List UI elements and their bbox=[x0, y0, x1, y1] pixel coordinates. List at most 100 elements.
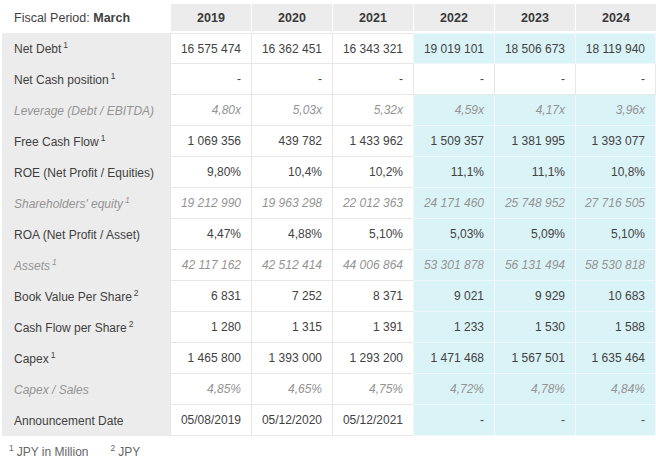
row-label: ROA (Net Profit / Asset) bbox=[2, 219, 170, 250]
fiscal-period-header: Fiscal Period: March bbox=[2, 4, 170, 33]
row-label: ROE (Net Profit / Equities) bbox=[2, 157, 170, 188]
value-cell-2023: 4,17x bbox=[494, 95, 575, 126]
value-cell-2023: 5,09% bbox=[494, 219, 575, 250]
value-cell-2019: 9,80% bbox=[170, 157, 251, 188]
value-cell-2023: 11,1% bbox=[494, 157, 575, 188]
row-label: Net Cash position1 bbox=[2, 64, 170, 95]
row-label: Cash Flow per Share2 bbox=[2, 312, 170, 343]
footnotes: 1JPY in Million 2JPY bbox=[9, 445, 656, 459]
year-header-2022: 2022 bbox=[413, 4, 494, 33]
value-cell-2019: 42 117 162 bbox=[170, 250, 251, 281]
value-cell-2024: 1 393 077 bbox=[575, 126, 656, 157]
row-label: Announcement Date bbox=[2, 405, 170, 436]
value-cell-2023: 18 506 673 bbox=[494, 33, 575, 64]
table-row: Net Cash position1------ bbox=[2, 64, 656, 95]
value-cell-2021: 5,10% bbox=[332, 219, 413, 250]
value-cell-2022: 4,72% bbox=[413, 374, 494, 405]
row-label: Assets1 bbox=[2, 250, 170, 281]
value-cell-2021: 4,75% bbox=[332, 374, 413, 405]
value-cell-2019: 19 212 990 bbox=[170, 188, 251, 219]
value-cell-2022: 24 171 460 bbox=[413, 188, 494, 219]
value-cell-2021: 1 391 bbox=[332, 312, 413, 343]
table-row: Assets142 117 16242 512 41444 006 86453 … bbox=[2, 250, 656, 281]
value-cell-2022: 1 509 357 bbox=[413, 126, 494, 157]
row-label: Capex1 bbox=[2, 343, 170, 374]
value-cell-2019: 1 069 356 bbox=[170, 126, 251, 157]
value-cell-2023: 9 929 bbox=[494, 281, 575, 312]
value-cell-2021: 22 012 363 bbox=[332, 188, 413, 219]
value-cell-2024: 10,8% bbox=[575, 157, 656, 188]
value-cell-2020: 7 252 bbox=[251, 281, 332, 312]
value-cell-2022: - bbox=[413, 405, 494, 436]
value-cell-2020: 19 963 298 bbox=[251, 188, 332, 219]
value-cell-2019: 1 280 bbox=[170, 312, 251, 343]
footnote-marker: 1 bbox=[125, 195, 130, 205]
row-label-text: Net Cash position bbox=[14, 73, 109, 87]
table-row: Shareholders' equity119 212 99019 963 29… bbox=[2, 188, 656, 219]
footnote-marker: 1 bbox=[111, 71, 116, 81]
year-header-2023: 2023 bbox=[494, 4, 575, 33]
value-cell-2023: - bbox=[494, 64, 575, 95]
value-cell-2021: 1 293 200 bbox=[332, 343, 413, 374]
table-row: ROE (Net Profit / Equities)9,80%10,4%10,… bbox=[2, 157, 656, 188]
financials-table: Fiscal Period: March 2019202020212022202… bbox=[2, 4, 656, 436]
footnote-marker: 1 bbox=[9, 443, 14, 453]
table-row: Book Value Per Share26 8317 2528 3719 02… bbox=[2, 281, 656, 312]
row-label: Book Value Per Share2 bbox=[2, 281, 170, 312]
value-cell-2023: 25 748 952 bbox=[494, 188, 575, 219]
row-label: Leverage (Debt / EBITDA) bbox=[2, 95, 170, 126]
value-cell-2019: 16 575 474 bbox=[170, 33, 251, 64]
value-cell-2020: 10,4% bbox=[251, 157, 332, 188]
value-cell-2024: 58 530 818 bbox=[575, 250, 656, 281]
row-label: Shareholders' equity1 bbox=[2, 188, 170, 219]
value-cell-2021: 10,2% bbox=[332, 157, 413, 188]
value-cell-2019: 6 831 bbox=[170, 281, 251, 312]
value-cell-2023: 56 131 494 bbox=[494, 250, 575, 281]
year-header-2020: 2020 bbox=[251, 4, 332, 33]
value-cell-2022: 5,03% bbox=[413, 219, 494, 250]
value-cell-2024: 1 635 464 bbox=[575, 343, 656, 374]
value-cell-2021: 1 433 962 bbox=[332, 126, 413, 157]
value-cell-2022: 19 019 101 bbox=[413, 33, 494, 64]
value-cell-2021: 8 371 bbox=[332, 281, 413, 312]
value-cell-2022: 11,1% bbox=[413, 157, 494, 188]
value-cell-2024: 3,96x bbox=[575, 95, 656, 126]
row-label-text: Shareholders' equity bbox=[14, 197, 123, 211]
row-label: Free Cash Flow1 bbox=[2, 126, 170, 157]
value-cell-2024: 5,10% bbox=[575, 219, 656, 250]
value-cell-2020: 42 512 414 bbox=[251, 250, 332, 281]
value-cell-2023: - bbox=[494, 405, 575, 436]
value-cell-2022: 1 471 468 bbox=[413, 343, 494, 374]
footnote-marker: 2 bbox=[129, 319, 134, 329]
footnote-text: JPY bbox=[118, 445, 140, 459]
value-cell-2022: 1 233 bbox=[413, 312, 494, 343]
value-cell-2020: 4,65% bbox=[251, 374, 332, 405]
table-row: Cash Flow per Share21 2801 3151 3911 233… bbox=[2, 312, 656, 343]
value-cell-2024: 4,84% bbox=[575, 374, 656, 405]
row-label-text: Cash Flow per Share bbox=[14, 321, 127, 335]
table-row: ROA (Net Profit / Asset)4,47%4,88%5,10%5… bbox=[2, 219, 656, 250]
value-cell-2020: 05/12/2020 bbox=[251, 405, 332, 436]
value-cell-2022: 4,59x bbox=[413, 95, 494, 126]
footnote: 2JPY bbox=[111, 445, 141, 459]
financials-summary-page: Fiscal Period: March 2019202020212022202… bbox=[0, 0, 656, 459]
footnote-marker: 1 bbox=[101, 133, 106, 143]
value-cell-2020: 4,88% bbox=[251, 219, 332, 250]
value-cell-2021: 44 006 864 bbox=[332, 250, 413, 281]
table-row: Leverage (Debt / EBITDA)4,80x5,03x5,32x4… bbox=[2, 95, 656, 126]
footnote-marker: 1 bbox=[63, 40, 68, 50]
row-label-text: Capex bbox=[14, 352, 49, 366]
table-row: Capex / Sales4,85%4,65%4,75%4,72%4,78%4,… bbox=[2, 374, 656, 405]
value-cell-2020: 439 782 bbox=[251, 126, 332, 157]
value-cell-2020: 1 315 bbox=[251, 312, 332, 343]
value-cell-2020: 5,03x bbox=[251, 95, 332, 126]
value-cell-2019: - bbox=[170, 64, 251, 95]
value-cell-2024: 10 683 bbox=[575, 281, 656, 312]
row-label-text: Announcement Date bbox=[14, 414, 123, 428]
table-row: Announcement Date05/08/201905/12/202005/… bbox=[2, 405, 656, 436]
value-cell-2021: 05/12/2021 bbox=[332, 405, 413, 436]
value-cell-2022: 53 301 878 bbox=[413, 250, 494, 281]
footnote-text: JPY in Million bbox=[17, 445, 89, 459]
fiscal-period-label: Fiscal Period: bbox=[14, 11, 90, 25]
value-cell-2024: 1 588 bbox=[575, 312, 656, 343]
